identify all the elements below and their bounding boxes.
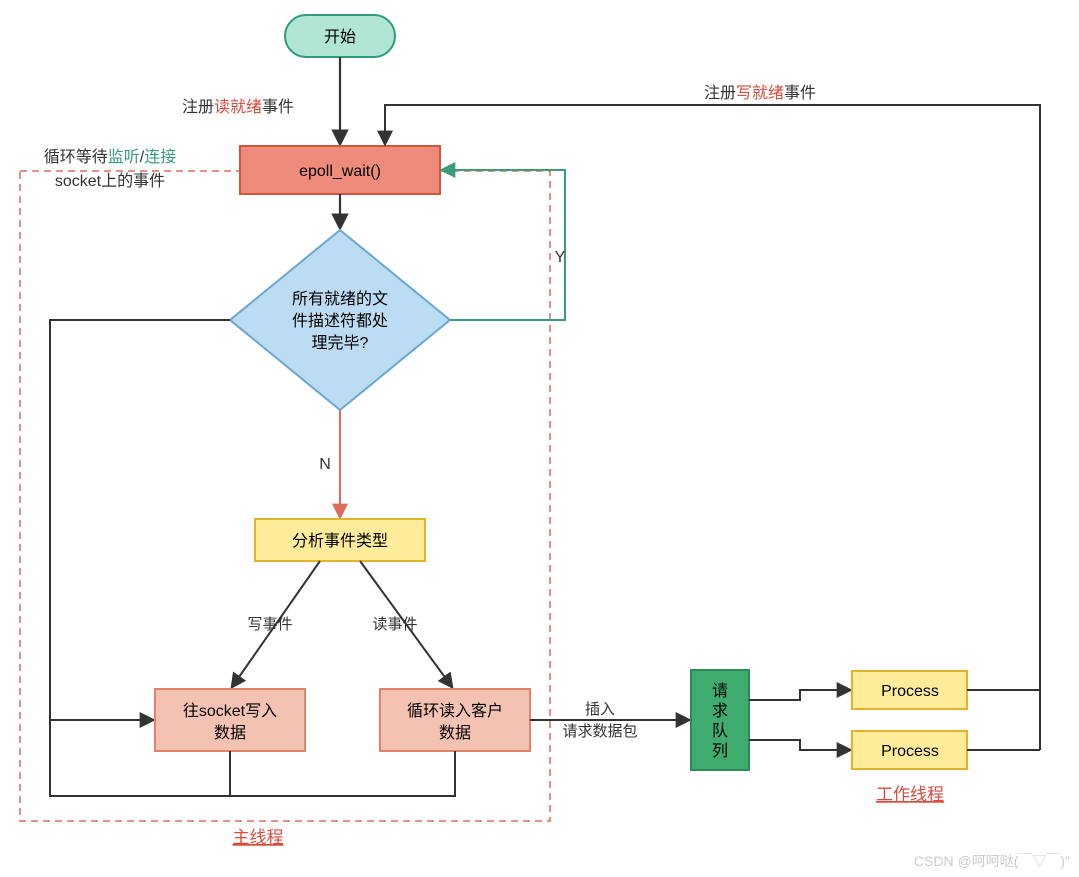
insert-label-2: 请求数据包: [562, 723, 637, 740]
main-thread-label: 主线程: [233, 828, 284, 847]
request-queue-node: 请 求 队 列: [691, 670, 749, 770]
epoll-wait-node: epoll_wait(): [240, 146, 440, 194]
insert-label-1: 插入: [585, 701, 615, 718]
loop-wait-line1: 循环等待监听/连接: [44, 148, 177, 166]
start-label: 开始: [324, 28, 356, 46]
read-line1: 循环读入客户: [407, 702, 503, 720]
edge-write-loopback: [50, 751, 230, 796]
read-client-node: 循环读入客户 数据: [380, 689, 530, 751]
queue-l1: 请: [712, 682, 728, 700]
no-label: N: [319, 456, 331, 473]
register-write-label: 注册写就绪事件: [704, 84, 816, 102]
read-event-label: 读事件: [372, 616, 417, 633]
edge-queue-process1: [749, 690, 850, 700]
write-socket-node: 往socket写入 数据: [155, 689, 305, 751]
write-line2: 数据: [214, 724, 246, 742]
decision-node: 所有就绪的文 件描述符都处 理完毕?: [230, 230, 450, 410]
edge-decision-left-write: [50, 320, 230, 720]
yes-label: Y: [555, 249, 566, 266]
process2-label: Process: [881, 743, 939, 760]
queue-l2: 求: [712, 702, 728, 720]
flowchart-diagram: 开始 注册读就绪事件 epoll_wait() 循环等待监听/连接 socket…: [0, 0, 1079, 877]
read-line2: 数据: [439, 724, 471, 742]
worker-thread-label: 工作线程: [876, 785, 944, 804]
queue-l3: 队: [712, 722, 728, 740]
edge-decision-yes: [442, 170, 565, 320]
watermark-text: CSDN @呵呵哒(￣▽￣)": [914, 853, 1070, 869]
process1-label: Process: [881, 683, 939, 700]
register-read-label: 注册读就绪事件: [182, 98, 294, 116]
start-node: 开始: [285, 15, 395, 57]
write-event-label: 写事件: [247, 616, 292, 633]
queue-l4: 列: [712, 742, 728, 760]
epoll-wait-label: epoll_wait(): [299, 163, 381, 180]
analyze-node: 分析事件类型: [255, 519, 425, 561]
loop-wait-line2: socket上的事件: [55, 172, 165, 190]
process2-node: Process: [852, 731, 967, 769]
process1-node: Process: [852, 671, 967, 709]
analyze-label: 分析事件类型: [292, 532, 388, 550]
write-line1: 往socket写入: [183, 702, 277, 720]
decision-line1: 所有就绪的文: [292, 290, 388, 308]
decision-line3: 理完毕?: [312, 334, 369, 352]
edge-process-register-write: [385, 105, 1040, 690]
decision-line2: 件描述符都处: [292, 312, 388, 330]
edge-queue-process2: [749, 740, 850, 750]
